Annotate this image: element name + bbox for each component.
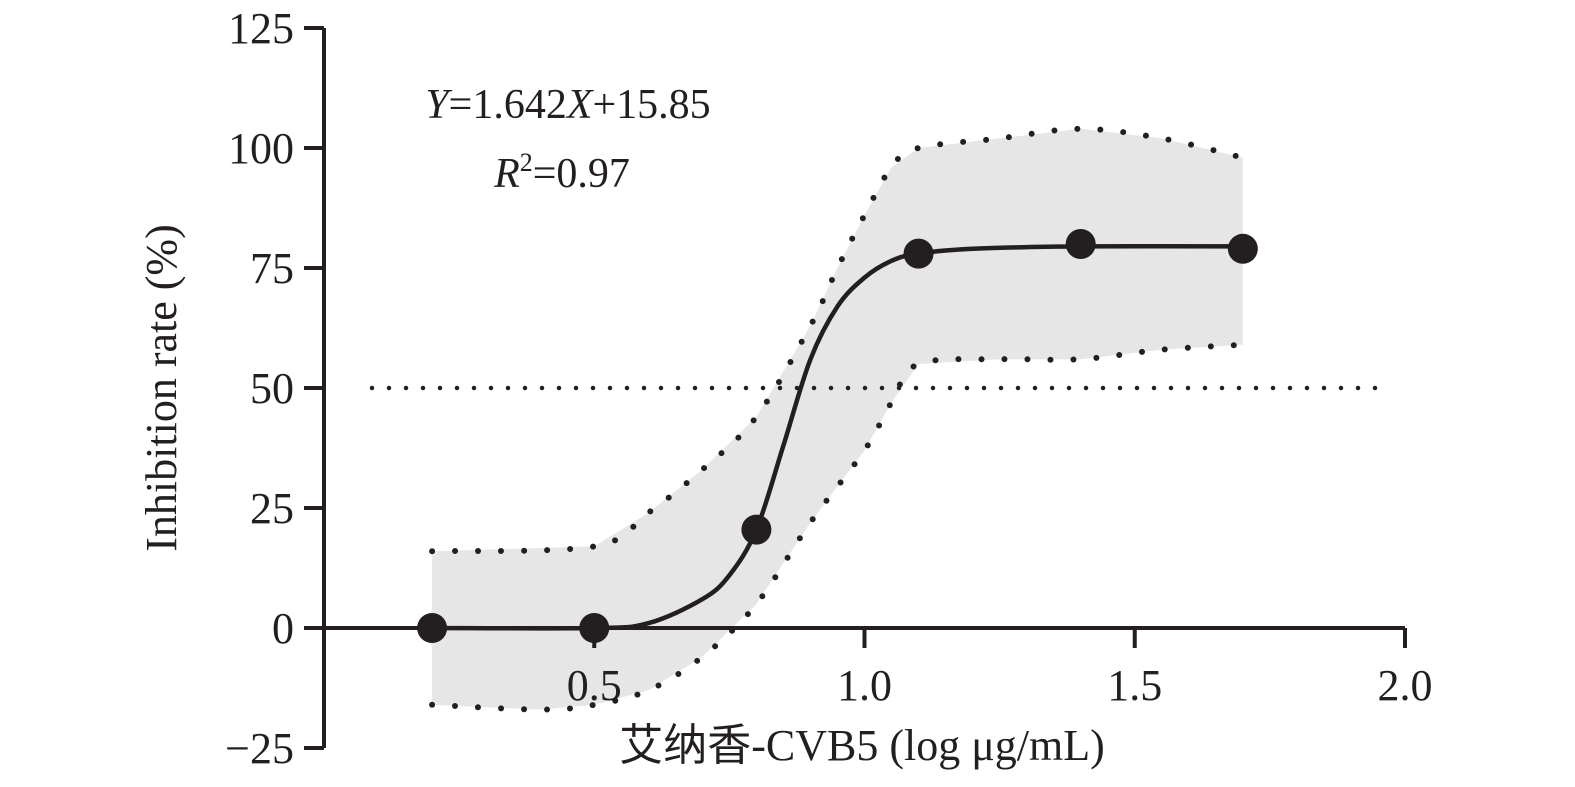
y-tick-label: 50	[250, 364, 294, 413]
equation-coef: =1.642	[449, 82, 567, 128]
x-tick-label: 0.5	[567, 661, 622, 710]
equation-y-var: Y	[425, 82, 453, 128]
confidence-band-fill	[432, 128, 1243, 710]
equation-line-2: R2=0.97	[493, 148, 630, 197]
y-tick-label: 75	[250, 244, 294, 293]
x-axis-title: 艾纳香-CVB5 (log μg/mL)	[619, 721, 1105, 770]
data-point	[1227, 233, 1258, 264]
y-tick-label: −25	[225, 724, 294, 773]
r-squared-var: R	[493, 151, 520, 197]
y-axis-title: Inhibition rate (%)	[137, 224, 186, 551]
data-point	[903, 238, 934, 269]
fit-curve-line	[432, 243, 1243, 631]
confidence-band	[432, 128, 1243, 710]
y-tick-label: 0	[272, 604, 294, 653]
data-point	[579, 613, 610, 643]
x-tick-label: 1.0	[837, 661, 892, 710]
equation-line-1: Y=1.642X+15.85	[425, 82, 710, 128]
r-squared-value: =0.97	[533, 151, 630, 197]
equation-intercept: +15.85	[593, 82, 711, 128]
data-points	[417, 229, 1258, 643]
y-tick-label: 25	[250, 484, 294, 533]
x-tick-label: 1.5	[1107, 661, 1162, 710]
data-point	[417, 613, 448, 643]
data-point	[741, 514, 772, 545]
r-squared-sup: 2	[520, 148, 533, 177]
data-point	[1065, 229, 1096, 259]
fit-curve	[432, 243, 1243, 631]
y-tick-label: 125	[228, 4, 294, 53]
x-tick-label: 2.0	[1378, 661, 1433, 710]
equation-x-var: X	[565, 82, 595, 128]
y-tick-label: 100	[228, 124, 294, 173]
